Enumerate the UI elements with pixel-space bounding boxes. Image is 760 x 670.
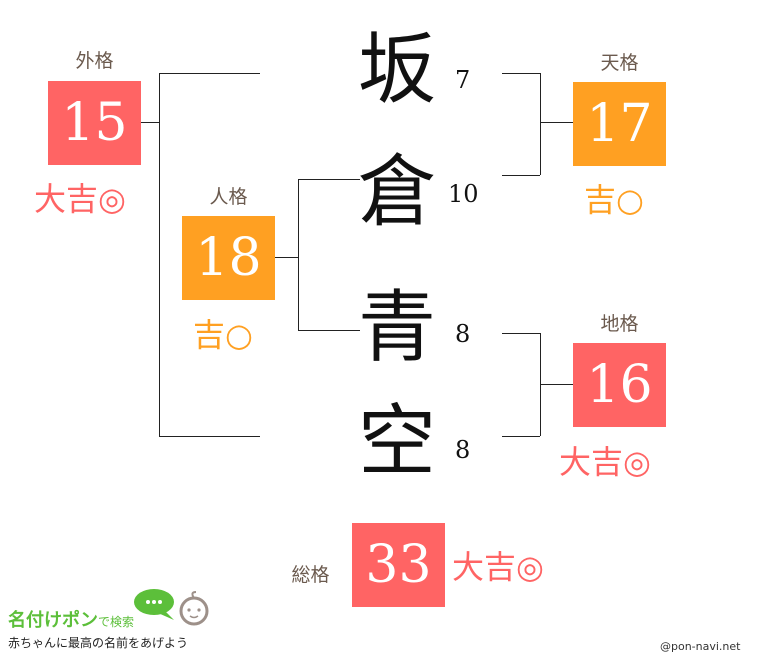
bracket-line	[141, 122, 159, 123]
tenkaku-fortune: 吉○	[584, 181, 644, 219]
stroke-count: 8	[455, 436, 471, 464]
bracket-line	[298, 179, 299, 330]
bracket-line	[298, 330, 360, 331]
speech-bubble-icon	[134, 589, 174, 620]
name-char: 青	[358, 283, 437, 373]
jinkaku-value: 18	[182, 216, 275, 300]
name-char: 空	[358, 397, 437, 487]
stroke-count: 8	[455, 320, 471, 348]
tenkaku-label: 天格	[600, 52, 639, 74]
bracket-line	[502, 333, 540, 334]
gaikaku-label: 外格	[75, 50, 114, 72]
stroke-count: 7	[455, 66, 471, 94]
logo-tagline: 赤ちゃんに最高の名前をあげよう	[8, 636, 189, 650]
stroke-count: 10	[448, 180, 479, 208]
bracket-line	[275, 257, 298, 258]
jinkaku-fortune: 吉○	[193, 316, 253, 354]
baby-face-icon	[179, 591, 209, 626]
soukaku-fortune: 大吉◎	[452, 548, 544, 586]
bracket-line	[159, 73, 260, 74]
credit: @pon-navi.net	[660, 640, 741, 653]
bracket-line	[540, 122, 573, 123]
bracket-line	[298, 179, 360, 180]
logo: 名付けポンで検索 赤ちゃんに最高の名前をあげよう	[8, 588, 228, 658]
gaikaku-value: 15	[48, 81, 141, 165]
bracket-line	[502, 73, 540, 74]
jinkaku-label: 人格	[209, 186, 248, 208]
chikaku-label: 地格	[600, 313, 639, 335]
logo-title-suffix: で検索	[98, 615, 135, 629]
bracket-line	[159, 436, 260, 437]
logo-title: 名付けポン	[8, 610, 98, 631]
bracket-line	[159, 73, 160, 436]
bracket-line	[502, 436, 540, 437]
soukaku-value: 33	[352, 523, 445, 607]
bracket-line	[540, 73, 541, 175]
name-char: 坂	[358, 25, 437, 115]
chikaku-fortune: 大吉◎	[559, 443, 651, 481]
chikaku-value: 16	[573, 343, 666, 427]
bracket-line	[502, 175, 540, 176]
bracket-line	[540, 384, 573, 385]
name-char: 倉	[358, 147, 437, 237]
tenkaku-value: 17	[573, 82, 666, 166]
gaikaku-fortune: 大吉◎	[34, 180, 126, 218]
soukaku-label: 総格	[291, 564, 330, 586]
